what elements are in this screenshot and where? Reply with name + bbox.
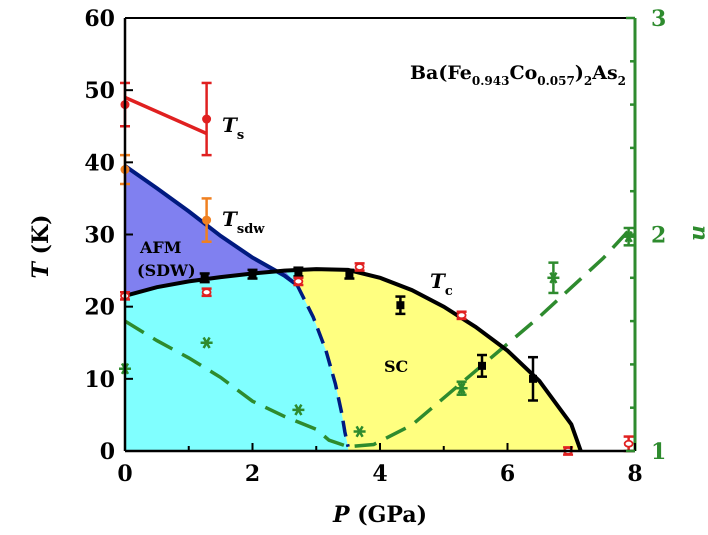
- tc_filled-point: [200, 273, 209, 282]
- phase-regions: [125, 165, 581, 451]
- tsdw-label: Tsdw: [222, 207, 265, 237]
- x-tick-label: 2: [245, 461, 260, 487]
- tc_filled-point: [294, 268, 303, 277]
- labels: P (GPa) T (K) n Ba(Fe0.943Co0.057)2As2 T…: [28, 62, 708, 528]
- tc_filled-point: [345, 270, 354, 279]
- n-dashed-curve: [124, 222, 637, 449]
- ts-label: Ts: [222, 113, 244, 143]
- tc_open-point: [201, 288, 212, 297]
- tsdw-point: [202, 215, 212, 225]
- y-tick-label: 30: [84, 223, 115, 249]
- n-point: [622, 230, 635, 243]
- x-tick-label: 0: [117, 461, 132, 487]
- afm-sc-coexistence-region: [125, 270, 349, 451]
- x-tick-label: 8: [627, 461, 642, 487]
- axes: 0 2 4 6 8 0 10 20 30 40 50 60 1 2 3: [84, 6, 666, 487]
- ts-curve: [124, 95, 208, 136]
- tc_filled-point: [396, 301, 405, 310]
- right-tick-label: 1: [651, 439, 666, 465]
- y-axis-label: T (K): [28, 215, 54, 279]
- tc-label: Tc: [430, 269, 453, 299]
- compound-formula: Ba(Fe0.943Co0.057)2As2: [410, 62, 626, 88]
- y-tick-label: 50: [84, 78, 115, 104]
- x-tick-label: 4: [372, 461, 387, 487]
- y-tick-label: 60: [84, 6, 115, 32]
- right-axis-label: n: [687, 225, 708, 241]
- tc_filled-point: [478, 361, 486, 370]
- n-point: [455, 382, 468, 395]
- y-tick-label: 20: [84, 295, 115, 321]
- y-tick-label: 0: [100, 439, 115, 465]
- tc_filled-point: [248, 270, 257, 279]
- sc-region-label: SC: [384, 357, 408, 376]
- right-tick-label: 2: [651, 223, 666, 249]
- ts-point: [202, 114, 212, 124]
- n-point: [353, 425, 366, 438]
- tc_open-point: [293, 277, 304, 286]
- tsdw-curve: [123, 164, 299, 287]
- y-tick-label: 10: [84, 367, 115, 393]
- x-tick-label: 6: [500, 461, 515, 487]
- tc_open-point: [354, 263, 365, 271]
- n-point: [200, 336, 213, 349]
- y-tick-label: 40: [84, 150, 115, 176]
- afm-region-label: AFM: [139, 238, 181, 257]
- n-point: [547, 271, 560, 284]
- sdw-boundary-dashed-curve: [295, 284, 350, 448]
- tc_open-point: [623, 439, 634, 448]
- tc_open-point: [456, 311, 467, 320]
- n-point: [292, 404, 305, 416]
- x-axis-label: P (GPa): [332, 502, 427, 528]
- sc-region: [297, 269, 581, 451]
- right-tick-label: 3: [651, 6, 666, 32]
- tc_filled-point: [529, 374, 537, 383]
- fit-curves: [123, 95, 637, 452]
- sdw-region-label: (SDW): [137, 261, 196, 280]
